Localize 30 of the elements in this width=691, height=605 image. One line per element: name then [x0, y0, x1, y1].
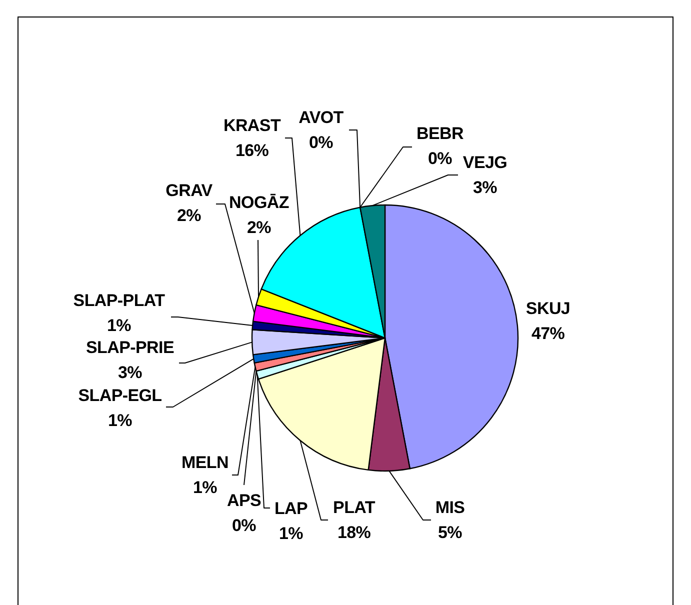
- data-label: 1%: [279, 524, 304, 543]
- data-label: 18%: [337, 523, 371, 542]
- data-label: 5%: [438, 523, 462, 542]
- data-label: 16%: [235, 141, 269, 160]
- data-label: 1%: [107, 316, 132, 335]
- slice-label: SLAP-PRIE: [86, 338, 174, 357]
- slice-label: MELN: [182, 453, 228, 472]
- data-label: 1%: [108, 411, 132, 430]
- data-label: 1%: [193, 478, 218, 497]
- slice-label: PLAT: [333, 498, 376, 517]
- slice-label: KRAST: [223, 116, 282, 135]
- category-label: AVOT: [298, 108, 344, 127]
- slice-label: SKUJ: [526, 299, 570, 318]
- text: 0%: [428, 149, 452, 168]
- category-label: BEBR: [416, 124, 464, 143]
- data-label: 2%: [177, 206, 202, 225]
- slice-label: SLAP-PLAT: [73, 291, 166, 310]
- category-label: APS: [226, 491, 262, 510]
- data-label: 3%: [118, 363, 142, 382]
- slice-label: GRAV: [166, 181, 214, 200]
- data-label: 3%: [473, 178, 498, 197]
- text: 0%: [232, 516, 256, 535]
- slice-label: VEJG: [462, 153, 508, 172]
- text: 0%: [309, 133, 333, 152]
- slice-label: NOGĀZ: [229, 193, 289, 212]
- slice-label: SLAP-EGL: [78, 386, 162, 405]
- data-label: 2%: [247, 218, 272, 237]
- slice-label: LAP: [274, 499, 308, 518]
- data-label: 47%: [531, 324, 565, 343]
- slice-label: MIS: [435, 498, 465, 517]
